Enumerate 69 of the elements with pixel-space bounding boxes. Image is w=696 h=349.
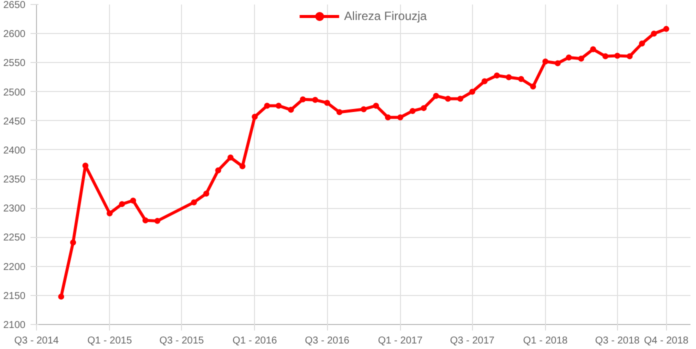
y-tick-label: 2250 [3,232,26,244]
y-tick-label: 2650 [3,0,26,11]
point [300,96,306,102]
x-tick-label: Q3 - 2015 [159,336,204,346]
x-tick-label: Q3 - 2014 [14,336,60,346]
point [530,84,536,90]
point [118,201,125,208]
x-tick-label: Q3 - 2016 [304,336,350,346]
x-tick-label: Q4 - 2018 [644,336,689,346]
point [469,88,476,95]
legend-label: Alireza Firouzja [344,9,427,23]
point [457,96,464,102]
x-tick-label: Q3 - 2017 [450,336,495,346]
point [70,239,76,246]
point [420,105,427,112]
point [142,217,148,224]
x-tick-label: Q3 - 2018 [595,336,640,346]
point [373,102,380,109]
point [106,210,113,216]
y-tick-label: 2600 [3,29,26,40]
point [336,109,342,116]
point [397,114,404,120]
point [288,106,294,113]
point [58,294,64,300]
point [663,26,670,32]
y-tick-label: 2400 [3,145,26,156]
point [324,100,330,106]
point [264,102,270,109]
point [130,198,136,204]
point [482,78,488,84]
y-tick-label: 2350 [3,174,26,186]
y-tick-label: 2300 [3,204,26,215]
point [566,54,572,60]
point [276,102,282,109]
point [518,76,524,82]
point [154,218,160,224]
point [494,72,500,78]
point [384,114,391,120]
y-tick-label: 2150 [3,290,26,302]
y-tick-label: 2550 [3,58,26,70]
y-tick-label: 2100 [3,320,26,331]
point [578,56,584,62]
x-tick-label: Q1 - 2017 [378,336,423,346]
point [312,96,318,103]
point [410,108,416,114]
point [215,167,222,174]
point [626,53,633,60]
point [542,58,548,65]
point [239,163,246,170]
point [614,52,620,59]
point [554,60,561,66]
point [228,154,234,161]
point [444,96,451,102]
point [650,30,657,37]
point [638,40,645,46]
x-tick-label: Q1 - 2015 [87,336,132,346]
x-tick-label: Q1 - 2018 [523,336,568,346]
point [203,190,210,197]
point [602,53,608,60]
y-tick-label: 2200 [3,262,26,273]
y-tick-label: 2450 [3,116,26,128]
point [590,46,596,52]
point [506,74,512,80]
point [433,92,440,99]
point [252,114,258,120]
point [190,199,197,206]
point [360,106,367,112]
x-tick-label: Q1 - 2016 [232,336,278,346]
y-tick-label: 2500 [3,87,26,98]
